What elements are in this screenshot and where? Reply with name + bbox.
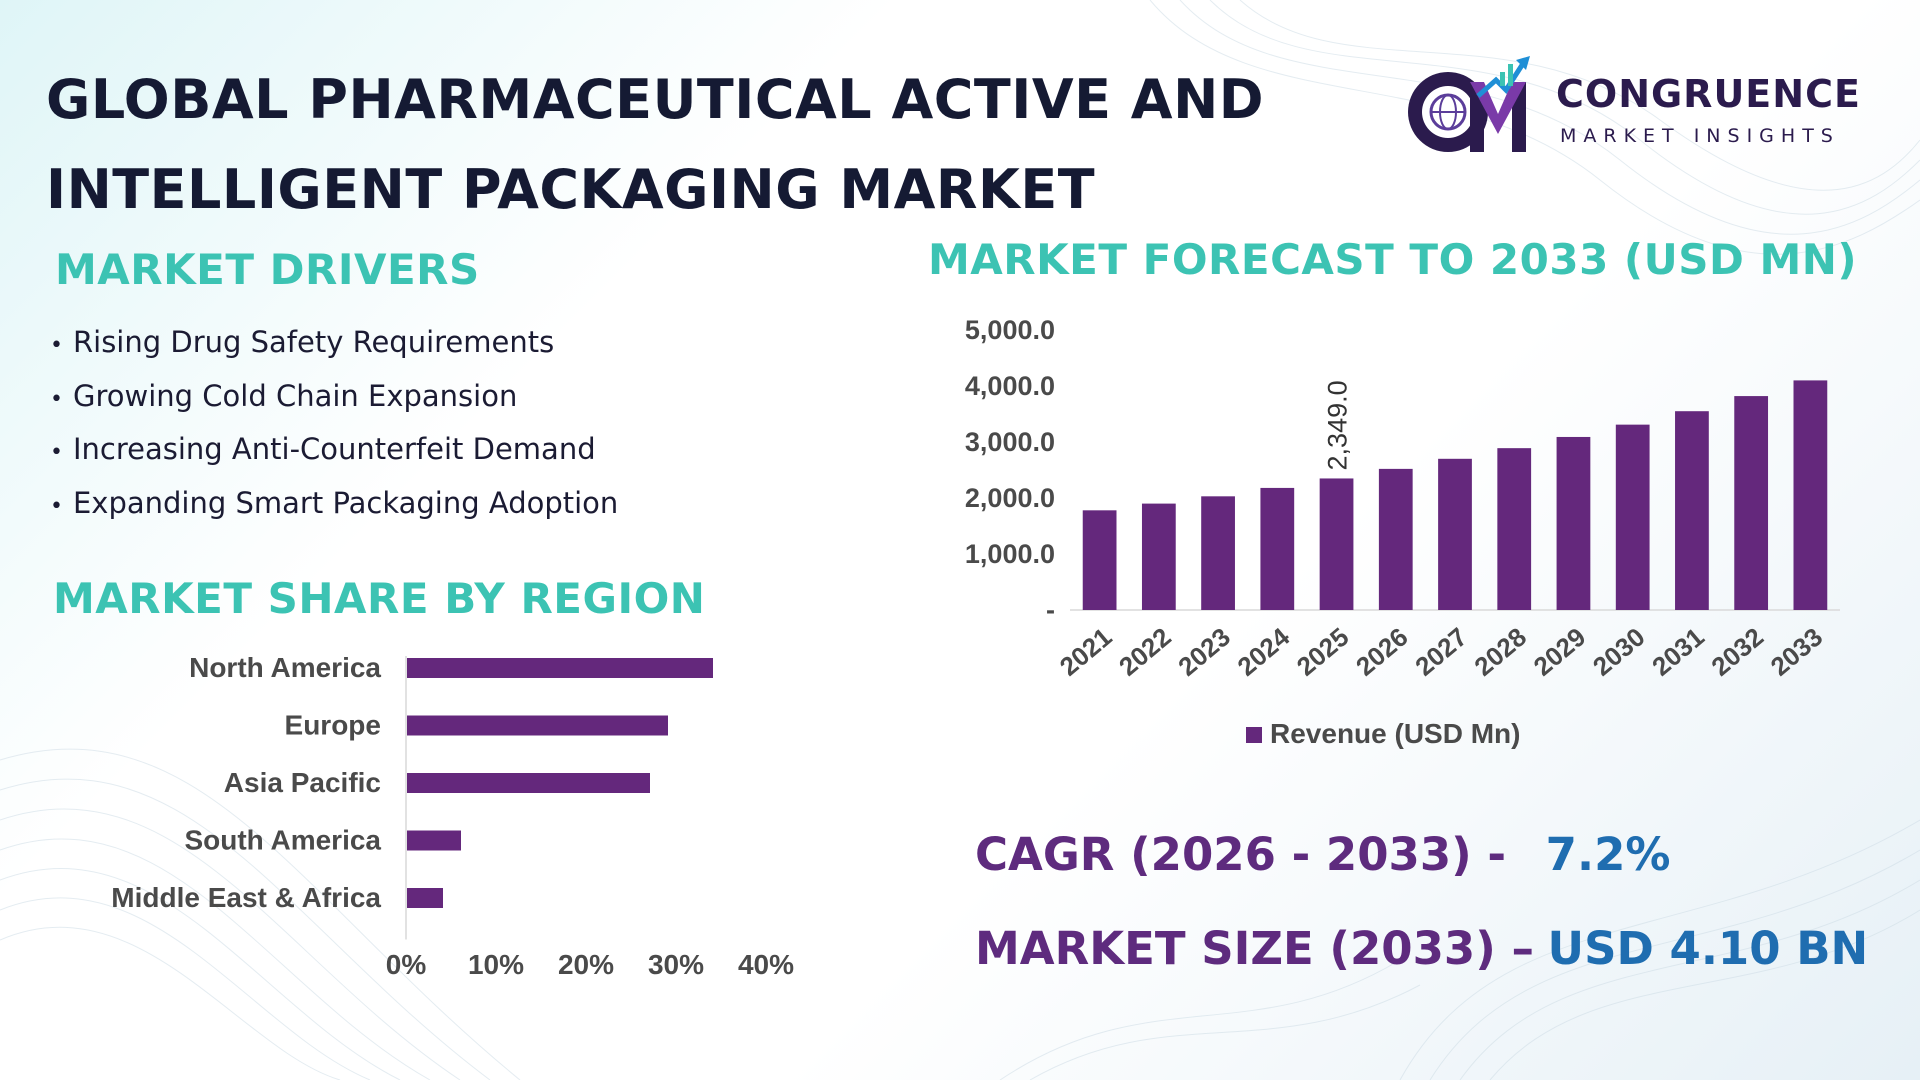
region-label: Middle East & Africa <box>111 882 381 913</box>
page-title-line-1: GLOBAL PHARMACEUTICAL ACTIVE AND <box>46 68 1265 131</box>
driver-item: Growing Cold Chain Expansion <box>50 376 618 430</box>
region-bar <box>407 830 461 851</box>
logo-tagline: MARKET INSIGHTS <box>1560 125 1840 147</box>
y-tick-label: 3,000.0 <box>965 427 1055 457</box>
market-size-value: USD 4.10 BN <box>1547 922 1869 975</box>
forecast-bar <box>1793 380 1828 610</box>
x-tick-label: 2021 <box>1054 622 1118 682</box>
forecast-bar <box>1556 436 1591 610</box>
x-tick-label: 40% <box>738 949 794 980</box>
y-tick-label: 5,000.0 <box>965 315 1055 345</box>
x-tick-label: 2028 <box>1468 622 1532 682</box>
x-tick-label: 2032 <box>1705 622 1769 682</box>
forecast-bar <box>1141 503 1176 610</box>
x-tick-label: 2025 <box>1291 622 1355 682</box>
region-label: South America <box>184 825 381 856</box>
cagr-stat: CAGR (2026 - 2033) - 7.2% <box>975 828 1670 881</box>
x-tick-label: 2024 <box>1232 621 1296 682</box>
driver-item: Rising Drug Safety Requirements <box>50 322 618 376</box>
region-share-chart: North America Europe Asia Pacific South Ame… <box>111 652 794 980</box>
forecast-bar <box>1675 411 1709 610</box>
x-tick-label: 2027 <box>1409 622 1473 682</box>
x-tick-label: 2031 <box>1646 622 1710 682</box>
forecast-bar <box>1438 458 1472 610</box>
region-chart-title: MARKET SHARE BY REGION <box>53 574 706 623</box>
x-tick-label: 2029 <box>1528 622 1592 682</box>
y-tick-label: 4,000.0 <box>965 371 1055 401</box>
forecast-bar <box>1497 448 1532 610</box>
forecast-chart-title: MARKET FORECAST TO 2033 (USD MN) <box>928 235 1858 284</box>
logo-name: CONGRUENCE <box>1556 72 1861 116</box>
x-tick-label: 0% <box>386 949 427 980</box>
x-tick-label: 2033 <box>1765 622 1829 682</box>
region-label: Asia Pacific <box>224 767 381 798</box>
data-label: 2,349.0 <box>1323 380 1353 470</box>
cmi-logo-mark-icon <box>1408 56 1530 152</box>
forecast-bar <box>1734 396 1769 610</box>
drivers-heading: MARKET DRIVERS <box>55 245 480 294</box>
forecast-bar <box>1082 510 1117 610</box>
region-bar <box>407 888 443 908</box>
cagr-label: CAGR (2026 - 2033) - <box>975 828 1507 881</box>
forecast-bar <box>1378 468 1413 610</box>
market-size-label: MARKET SIZE (2033) – <box>975 922 1534 975</box>
forecast-bar <box>1319 478 1354 610</box>
y-tick-label: - <box>1046 595 1055 625</box>
drivers-list: Rising Drug Safety RequirementsGrowing C… <box>50 322 618 536</box>
region-bar <box>407 715 668 736</box>
region-label: North America <box>189 652 381 683</box>
x-tick-label: 2023 <box>1172 622 1236 682</box>
driver-item: Expanding Smart Packaging Adoption <box>50 483 618 537</box>
x-tick-label: 20% <box>558 949 614 980</box>
cagr-value: 7.2% <box>1545 828 1671 881</box>
x-tick-label: 30% <box>648 949 704 980</box>
region-label: Europe <box>285 710 381 741</box>
driver-item: Increasing Anti-Counterfeit Demand <box>50 429 618 483</box>
x-tick-label: 2022 <box>1113 622 1177 682</box>
congruence-logo: CONGRUENCE MARKET INSIGHTS <box>1400 52 1870 162</box>
legend-label: Revenue (USD Mn) <box>1270 718 1520 749</box>
y-tick-label: 2,000.0 <box>965 483 1055 513</box>
forecast-bar <box>1201 496 1235 610</box>
x-tick-label: 10% <box>468 949 524 980</box>
region-bar <box>407 658 713 678</box>
region-bar <box>407 773 650 793</box>
forecast-bar <box>1615 424 1650 610</box>
y-tick-label: 1,000.0 <box>965 539 1055 569</box>
x-tick-label: 2030 <box>1587 622 1651 682</box>
x-tick-label: 2026 <box>1350 622 1414 682</box>
legend-swatch <box>1246 727 1262 743</box>
page-title: GLOBAL PHARMACEUTICAL ACTIVE AND INTELLI… <box>46 55 1264 235</box>
page-title-line-2: INTELLIGENT PACKAGING MARKET <box>46 158 1096 221</box>
market-size-stat: MARKET SIZE (2033) – USD 4.10 BN <box>975 922 1868 975</box>
forecast-bar <box>1260 487 1295 610</box>
forecast-bar-chart: - 1,000.0 2,000.0 3,000.0 4,000.0 5,000.0 2021… <box>965 315 1840 749</box>
